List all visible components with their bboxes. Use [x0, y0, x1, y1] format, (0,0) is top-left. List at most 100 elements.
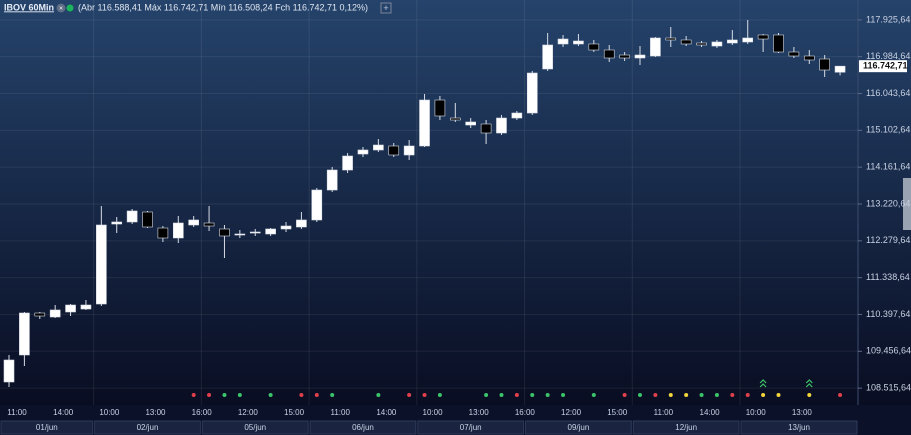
candle-body	[788, 51, 800, 57]
candle-body	[326, 169, 338, 191]
signal-dot	[668, 393, 673, 397]
signal-dot	[838, 393, 843, 397]
signal-dot	[207, 393, 212, 397]
y-tick-label: 117.925,64	[866, 14, 910, 24]
add-glyph: +	[383, 3, 388, 13]
signal-dot	[437, 393, 442, 397]
date-box	[417, 420, 525, 435]
y-tick-label: 111.338,64	[866, 272, 910, 282]
date-box	[94, 420, 201, 435]
candle-body	[388, 145, 400, 156]
signal-dot	[730, 393, 735, 397]
plot-background	[0, 0, 911, 405]
y-tick-label: 108.515,64	[866, 382, 911, 392]
signal-dot	[745, 393, 750, 397]
candle-body	[311, 189, 323, 221]
x-tick-label: 12:00	[561, 408, 582, 417]
candle-body	[19, 312, 30, 356]
y-tick-label: 113.220,64	[866, 198, 910, 208]
candle-body	[203, 222, 215, 227]
signal-arrow	[805, 383, 813, 388]
x-tick-label: 10:00	[99, 408, 120, 417]
signal-arrow	[759, 383, 767, 388]
date-label: 13/jun	[788, 423, 810, 432]
candle-body	[34, 312, 46, 317]
candle-body	[419, 99, 430, 147]
candle-body	[172, 222, 184, 239]
signal-dot	[530, 393, 535, 397]
signal-dot	[561, 393, 566, 397]
candle-body	[234, 233, 246, 236]
y-tick-label: 112.279,64	[866, 235, 910, 245]
candle-body	[480, 123, 492, 134]
candle-body	[49, 309, 61, 318]
date-label: 06/jun	[352, 423, 374, 432]
x-tick-label: 11:00	[330, 408, 350, 417]
close-icon[interactable]	[56, 3, 66, 13]
date-label: 01/jun	[36, 423, 58, 432]
signal-dot	[222, 393, 227, 397]
y-tick-label: 116.984,64	[866, 51, 910, 61]
candle-body	[249, 231, 261, 234]
chart-title[interactable]: IBOV 60Min	[4, 2, 54, 12]
candle-body	[188, 219, 199, 226]
candle-body	[357, 149, 369, 155]
candle-body	[265, 228, 276, 235]
date-box	[0, 420, 94, 435]
date-box	[632, 420, 740, 435]
signal-dot	[314, 393, 319, 397]
x-tick-label: 11:00	[654, 408, 674, 417]
signal-dot	[330, 393, 335, 397]
signal-dot	[714, 393, 719, 397]
candle-body	[450, 117, 461, 121]
candle-body	[434, 99, 446, 117]
signal-dot	[761, 393, 766, 397]
candle-body	[573, 40, 584, 45]
candle-body	[373, 144, 384, 151]
candle-body	[773, 34, 784, 53]
signal-dot	[407, 393, 412, 397]
candle-body	[342, 155, 353, 171]
signal-arrow	[759, 379, 767, 384]
x-tick-label: 11:00	[7, 408, 27, 417]
x-tick-label: 15:00	[284, 408, 305, 417]
candle-body	[619, 54, 630, 59]
candle-body	[142, 211, 153, 228]
candle-body	[3, 359, 15, 383]
add-button[interactable]	[380, 2, 392, 14]
x-tick-label: 13:00	[145, 408, 166, 417]
candle-body	[834, 65, 846, 73]
candle-body	[403, 145, 415, 156]
x-tick-label: 13:00	[469, 408, 490, 417]
signal-dot	[376, 393, 381, 397]
candle-body	[157, 227, 169, 239]
signal-dot	[422, 393, 427, 397]
y-tick-label: 115.102,64	[866, 125, 910, 135]
x-tick-label: 14:00	[700, 408, 721, 417]
signal-dot	[637, 393, 642, 397]
chart-subtitle: (Abr 116.588,41 Máx 116.742,71 Mín 116.5…	[78, 2, 368, 12]
signal-dot	[684, 393, 689, 397]
y-tick-label: 114.161,64	[866, 162, 910, 172]
candle-body	[665, 37, 677, 41]
date-label: 02/jun	[137, 423, 159, 432]
x-tick-label: 15:00	[607, 408, 628, 417]
candle-body	[634, 54, 646, 59]
candle-body	[280, 225, 292, 230]
date-label: 09/jun	[568, 423, 590, 432]
date-box	[525, 420, 632, 435]
date-label: 05/jun	[244, 423, 266, 432]
scrollbar[interactable]	[903, 178, 911, 230]
candle-body	[696, 42, 707, 46]
candle-body	[819, 58, 830, 71]
candle-body	[96, 224, 107, 305]
candle-body	[727, 39, 738, 44]
x-tick-label: 14:00	[376, 408, 397, 417]
signal-dot	[514, 393, 519, 397]
x-tick-label: 13:00	[792, 408, 813, 417]
signal-dot	[268, 393, 273, 397]
x-tick-label: 14:00	[53, 408, 74, 417]
candle-body	[680, 39, 692, 45]
candle-body	[742, 37, 754, 43]
signal-dot	[622, 393, 627, 397]
